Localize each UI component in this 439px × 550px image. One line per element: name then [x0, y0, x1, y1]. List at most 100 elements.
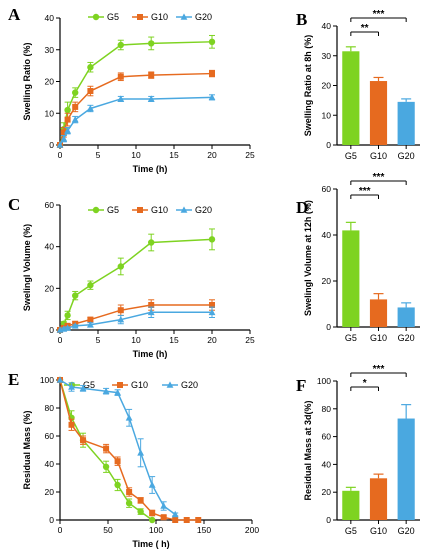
y-tick-label: 0	[326, 322, 331, 332]
data-point	[148, 72, 155, 79]
series-g5	[56, 34, 216, 149]
legend-marker	[137, 207, 143, 213]
x-tick-label: 15	[169, 335, 179, 345]
legend-item-g20: G20	[176, 12, 212, 22]
x-tick-label: G5	[345, 333, 357, 343]
x-tick-label: 0	[58, 150, 63, 160]
significance-label: ***	[373, 364, 385, 375]
data-point	[160, 514, 167, 521]
x-axis-title: Time ( h)	[132, 539, 169, 549]
y-tick-label: 0	[49, 515, 54, 525]
data-point	[64, 324, 71, 331]
y-tick-label: 40	[322, 459, 332, 469]
x-tick-label: 5	[96, 150, 101, 160]
legend-label: G20	[195, 12, 212, 22]
panel-d: D 0 20 40 60 Swelingl Volume at 12h (%) G5 G10 G…	[296, 172, 420, 343]
data-point	[102, 463, 110, 470]
x-tick-label: G10	[370, 333, 387, 343]
x-tick-label: 20	[207, 150, 217, 160]
significance-bracket: *	[350, 378, 379, 391]
bar-g10	[369, 299, 388, 327]
data-point	[208, 236, 216, 243]
x-axis-title: Time (h)	[133, 349, 168, 359]
data-point	[79, 384, 87, 392]
y-tick-label: 100	[317, 376, 331, 386]
legend-item-g20: G20	[162, 380, 198, 390]
data-point	[60, 129, 67, 136]
data-point	[147, 95, 155, 102]
data-point	[126, 489, 133, 495]
legend-item-g10: G10	[112, 380, 148, 390]
data-point	[117, 263, 125, 270]
y-tick-label: 20	[45, 283, 55, 293]
series-line	[59, 41, 213, 146]
legend-label: G10	[131, 380, 148, 390]
data-point	[64, 116, 71, 123]
y-tick-label: 10	[322, 110, 332, 120]
y-tick-label: 80	[45, 403, 55, 413]
legend-label: G10	[151, 205, 168, 215]
bar-g20	[397, 307, 415, 327]
y-tick-label: 40	[45, 13, 55, 23]
legend-item-g5: G5	[88, 205, 119, 215]
data-point	[208, 308, 216, 316]
data-point	[172, 517, 179, 523]
y-tick-label: 20	[322, 487, 332, 497]
data-point	[171, 510, 179, 518]
data-point	[208, 93, 216, 101]
data-point	[160, 502, 168, 509]
data-point	[80, 437, 87, 444]
x-tick-label: 100	[149, 525, 163, 535]
significance-bracket: ***	[350, 364, 407, 377]
y-tick-label: 40	[322, 21, 332, 31]
series-g20	[56, 376, 179, 518]
y-tick-label: 0	[326, 515, 331, 525]
legend-label: G20	[181, 380, 198, 390]
data-point	[117, 95, 125, 102]
data-point	[114, 458, 121, 465]
data-point	[183, 517, 190, 523]
data-point	[102, 387, 110, 394]
data-point	[87, 316, 94, 323]
bar-g10	[369, 478, 388, 520]
data-point	[56, 376, 64, 383]
data-point	[64, 127, 71, 134]
y-axis-title: Swelling Ratio (%)	[22, 42, 32, 120]
legend-item-g10: G10	[132, 12, 168, 22]
x-tick-label: G10	[370, 526, 387, 536]
legend-item-g20: G20	[176, 205, 212, 215]
panel-f: F 0 20 40 60 80 100 Residual Mass at 3d(%) G5 G10…	[296, 364, 420, 536]
x-tick-label: G5	[345, 526, 357, 536]
data-point	[149, 510, 156, 516]
data-point	[87, 282, 94, 289]
data-point	[117, 73, 124, 80]
data-point	[148, 516, 156, 524]
data-point	[103, 445, 110, 452]
series-line	[59, 72, 213, 146]
panel-a: A 0 10 20 30 40 0 5 10 15 20 25 Time (h) Swelling Rat…	[8, 5, 255, 174]
y-tick-label: 60	[45, 200, 55, 210]
significance-bracket: ***	[350, 9, 407, 22]
data-point	[147, 308, 155, 316]
data-point	[117, 41, 125, 49]
bar-g5	[342, 230, 360, 327]
legend-marker	[180, 13, 188, 20]
significance-bracket: **	[350, 23, 379, 36]
panel-label: E	[8, 370, 19, 389]
legend-marker	[92, 13, 100, 21]
x-tick-label: 0	[58, 335, 63, 345]
y-tick-label: 40	[322, 230, 332, 240]
panel-e: E 0 20 40 60 80 100 0 50 100 150 200 Time ( h) Residu…	[8, 370, 259, 549]
bar-g20	[397, 418, 415, 520]
data-point	[125, 500, 133, 507]
y-tick-label: 30	[45, 45, 55, 55]
x-axis-title: Time (h)	[133, 164, 168, 174]
data-point	[195, 517, 202, 523]
y-tick-label: 60	[322, 432, 332, 442]
y-tick-label: 20	[45, 487, 55, 497]
y-axis-title: Swelingl Volume at 12h (%)	[303, 200, 313, 316]
x-tick-label: 25	[245, 335, 255, 345]
y-tick-label: 40	[45, 242, 55, 252]
data-point	[125, 414, 133, 421]
x-tick-label: G5	[345, 151, 357, 161]
